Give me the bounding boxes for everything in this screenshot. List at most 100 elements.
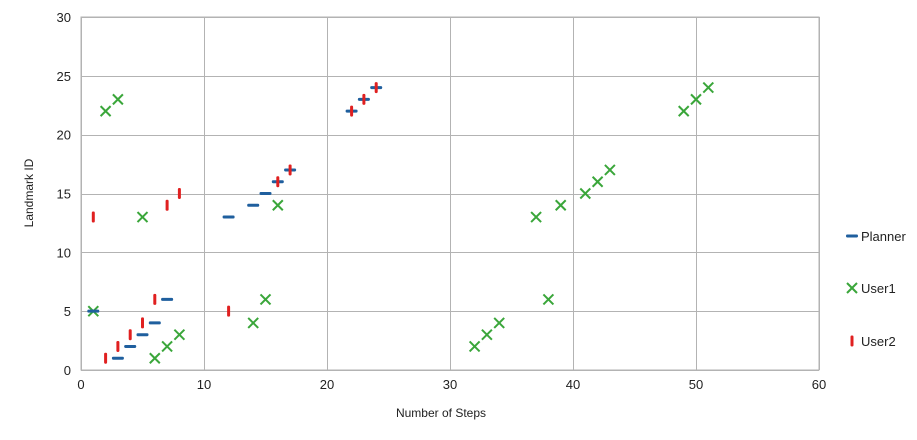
user2-point (153, 293, 157, 305)
user1-point (272, 199, 284, 211)
user1-point (136, 211, 149, 223)
user1-point-stroke (554, 199, 567, 211)
user1-point-stroke (259, 293, 272, 306)
legend-item-user1: User1 (846, 281, 896, 296)
y-tick-label: 5 (64, 304, 71, 319)
user1-point (554, 199, 567, 211)
user1-point-stroke (677, 105, 690, 117)
tick-labels: 0 10 20 30 40 50 60 0 5 10 15 20 25 30 (57, 10, 827, 392)
user1-point-stroke (702, 81, 715, 94)
planner-point (222, 215, 235, 219)
user1-point (112, 93, 124, 106)
grid (81, 17, 820, 371)
legend-swatch-planner (846, 234, 858, 238)
user2-point (165, 199, 169, 211)
user2-point (276, 176, 280, 188)
series-planner (87, 86, 383, 360)
legend-label: Planner (861, 229, 906, 244)
series-user1 (87, 81, 715, 364)
legend-swatch-user1-stroke (846, 282, 858, 294)
y-tick-label: 20 (57, 128, 71, 143)
user1-point (99, 105, 112, 117)
user1-point (677, 105, 690, 117)
x-tick-label: 0 (77, 377, 84, 392)
legend-swatch-user2 (850, 335, 854, 347)
user1-point (579, 187, 592, 200)
user1-point-stroke (468, 340, 481, 353)
planner-point (111, 356, 124, 360)
user1-point (591, 176, 604, 188)
y-tick-label: 10 (57, 245, 71, 260)
user1-point-stroke (530, 211, 542, 223)
user2-point (104, 352, 108, 364)
user1-point (481, 328, 493, 341)
x-tick-label: 50 (689, 377, 703, 392)
x-tick-label: 40 (566, 377, 580, 392)
planner-point (259, 192, 272, 195)
user2-point (116, 340, 120, 352)
user1-point-stroke (690, 93, 702, 106)
x-axis-title: Number of Steps (396, 406, 486, 420)
user2-point (91, 211, 95, 223)
x-tick-label: 20 (320, 377, 334, 392)
user1-point-stroke (136, 211, 149, 223)
user1-point-stroke (604, 164, 616, 176)
user2-point (362, 93, 366, 105)
data-markers (87, 81, 715, 364)
y-tick-label: 0 (64, 363, 71, 378)
user1-point (690, 93, 702, 106)
planner-point (247, 203, 260, 207)
user1-point (493, 317, 505, 329)
user1-point (468, 340, 481, 353)
plot-area-frame (80, 16, 820, 371)
user2-point (227, 305, 231, 317)
user2-point (177, 188, 181, 199)
user1-point (247, 317, 259, 329)
x-tick-label: 30 (443, 377, 457, 392)
user1-point-stroke (161, 340, 173, 353)
x-tick-label: 10 (197, 377, 211, 392)
user2-point (288, 164, 292, 176)
legend: Planner User1 User2 (846, 229, 906, 349)
user1-point-stroke (591, 176, 604, 188)
user1-point (259, 293, 272, 306)
user1-point-stroke (542, 293, 555, 306)
user1-point-stroke (112, 93, 124, 106)
user1-point-stroke (493, 317, 505, 329)
user1-point-stroke (481, 328, 493, 341)
planner-point (161, 297, 174, 301)
x-tick-label: 60 (812, 377, 826, 392)
y-axis-title: Landmark ID (22, 158, 36, 227)
series-user2 (91, 82, 378, 364)
user1-point-stroke (173, 328, 186, 341)
user1-point (542, 293, 555, 306)
legend-item-user2: User2 (850, 334, 896, 349)
planner-point (148, 321, 161, 325)
user2-point (141, 317, 144, 329)
user2-point (350, 105, 354, 117)
legend-label: User2 (861, 334, 896, 349)
legend-item-planner: Planner (846, 229, 906, 244)
user1-point-stroke (272, 199, 284, 211)
y-tick-label: 25 (57, 69, 71, 84)
y-tick-label: 15 (57, 187, 71, 202)
legend-label: User1 (861, 281, 896, 296)
user1-point (530, 211, 542, 223)
user1-point-stroke (149, 352, 161, 364)
user1-point (604, 164, 616, 176)
user1-point (161, 340, 173, 353)
user1-point-stroke (247, 317, 259, 329)
user2-point (128, 329, 132, 341)
planner-point (136, 333, 149, 337)
user2-point (374, 82, 378, 94)
user1-point-stroke (579, 187, 592, 200)
legend-swatch-user1 (846, 282, 858, 294)
user1-point (149, 352, 161, 364)
planner-point (87, 309, 100, 313)
user1-point (173, 328, 186, 341)
user1-point (702, 81, 715, 94)
y-tick-label: 30 (57, 10, 71, 25)
user1-point-stroke (99, 105, 112, 117)
